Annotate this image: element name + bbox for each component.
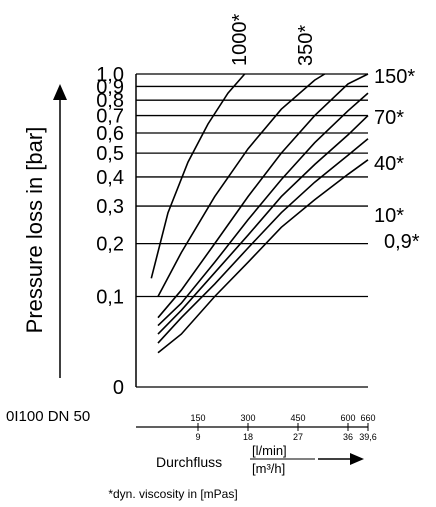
y-tick-label: 0,6 [96, 123, 124, 145]
chart-labels: 0 0,1 0,2 0,3 0,40,50,60,70,80,91,0 150 9 300 18… [96, 14, 420, 442]
series-label: 10* [374, 205, 404, 227]
chart-grid [136, 73, 368, 388]
y-tick-label: 0,3 [96, 196, 124, 218]
y-tick-label: 0,4 [96, 167, 124, 189]
y-tick-label: 1,0 [96, 64, 124, 86]
x-tick-label-lpm: 300 [240, 413, 255, 423]
series-label: 40* [374, 153, 404, 175]
x-axis-label: Durchfluss [156, 454, 222, 470]
series-label: 70* [374, 107, 404, 129]
y-tick-label: 0,8 [96, 90, 124, 112]
x-tick-label-m3h: 27 [293, 432, 303, 442]
model-label: 0I100 DN 50 [6, 408, 90, 425]
y-axis-label: Pressure loss in [bar] [22, 127, 47, 334]
x-tick-label-lpm: 450 [290, 413, 305, 423]
x-tick-label-lpm: 660 [360, 413, 375, 423]
series-label: 1000* [229, 14, 251, 66]
y-tick-label: 0,2 [96, 234, 124, 256]
series-label: 0,9* [384, 231, 420, 253]
x-tick-label-m3h: 9 [195, 432, 200, 442]
series-label: 350* [295, 25, 317, 66]
x-tick-label-m3h: 18 [243, 432, 253, 442]
series-line [157, 92, 369, 327]
chart-axes [53, 74, 369, 465]
series-line [157, 159, 369, 354]
series-line [150, 73, 246, 279]
x-tick-label-lpm: 150 [190, 413, 205, 423]
series-line [157, 73, 326, 297]
x-tick-label-m3h: 36 [343, 432, 353, 442]
y-tick-label: 0,7 [96, 106, 124, 128]
series-line [157, 115, 369, 335]
y-tick-label: 0 [113, 377, 124, 399]
series-label: 150* [374, 66, 415, 88]
y-tick-label: 0,5 [96, 143, 124, 165]
y-axis-arrowhead [53, 84, 67, 100]
series-line [157, 73, 369, 319]
x-tick-label-m3h: 39,6 [359, 432, 377, 442]
y-tick-label: 0,9 [96, 76, 124, 98]
chart-series [150, 73, 369, 354]
footnote: *dyn. viscosity in [mPas] [108, 487, 237, 501]
x-axis-arrowhead [350, 453, 364, 465]
x-unit-top: [l/min] [252, 443, 287, 458]
x-unit-bottom: [m³/h] [252, 461, 285, 476]
series-line [157, 138, 369, 344]
y-tick-label: 0,1 [96, 287, 124, 309]
x-tick-label-lpm: 600 [340, 413, 355, 423]
